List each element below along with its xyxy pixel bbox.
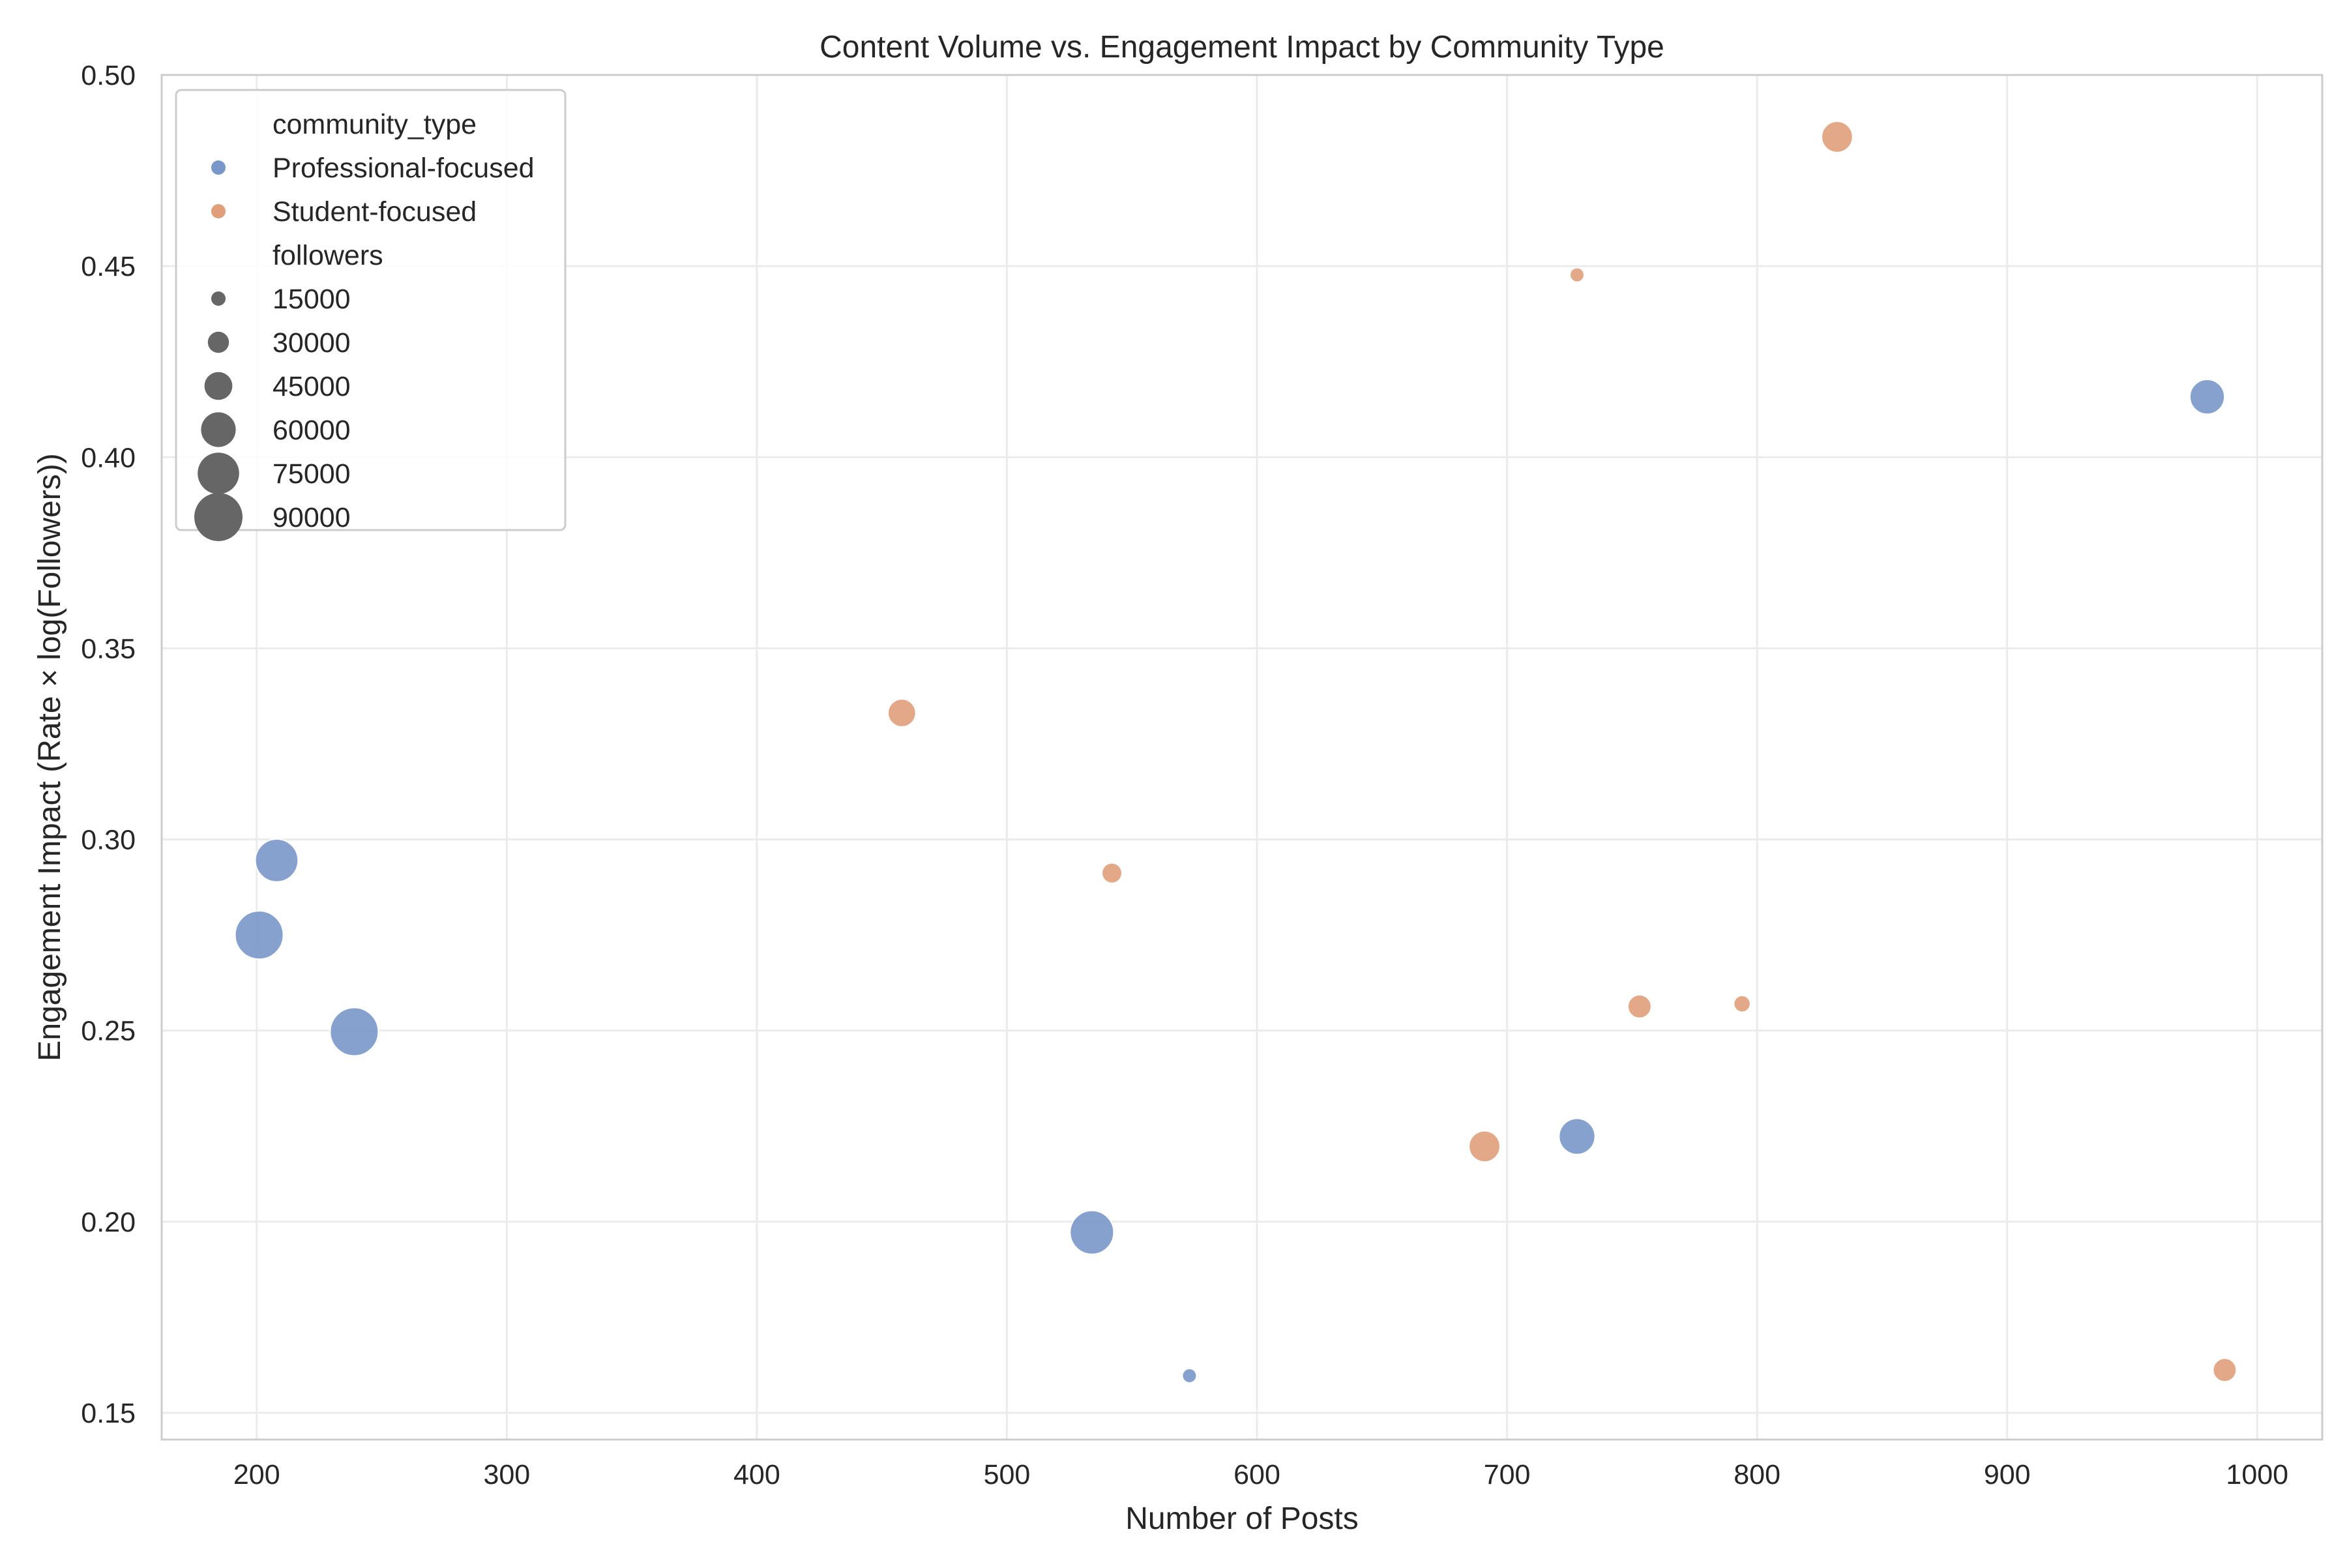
data-point [234, 910, 284, 960]
data-point [1468, 1130, 1501, 1163]
grid [162, 74, 2322, 1440]
data-point [1627, 994, 1652, 1019]
y-tick-label: 0.20 [81, 1207, 136, 1238]
legend-size-marker [211, 291, 226, 306]
legend-entry-label: Student-focused [273, 196, 477, 228]
x-tick-label: 800 [1734, 1459, 1780, 1490]
legend-size-label: 75000 [273, 458, 351, 490]
data-point [1733, 994, 1751, 1013]
y-tick-label: 0.25 [81, 1016, 136, 1047]
legend-size-label: 60000 [273, 415, 351, 446]
legend-size-marker [204, 372, 233, 400]
x-tick-label: 900 [1984, 1459, 2031, 1490]
legend-marker [211, 160, 226, 175]
y-tick-label: 0.45 [81, 251, 136, 282]
x-tick-label: 200 [233, 1459, 280, 1490]
data-point [1558, 1117, 1596, 1155]
y-tick-label: 0.35 [81, 633, 136, 664]
data-point [1101, 862, 1123, 884]
plot-frame [160, 74, 2324, 1441]
x-tick-label: 500 [984, 1459, 1031, 1490]
data-point [329, 1007, 379, 1057]
y-tick-label: 0.50 [81, 60, 136, 91]
data-point [254, 838, 299, 883]
legend-box [175, 89, 567, 531]
data-point [1569, 267, 1585, 283]
x-tick-label: 1000 [2226, 1459, 2288, 1490]
data-point [2212, 1357, 2237, 1383]
data-point [1821, 121, 1853, 153]
y-tick-label: 0.30 [81, 825, 136, 856]
data-points [234, 121, 2237, 1384]
legend-size-marker [207, 331, 229, 353]
legend-entry-label: Professional-focused [273, 153, 535, 184]
y-tick-label: 0.15 [81, 1398, 136, 1429]
x-tick-label: 600 [1233, 1459, 1280, 1490]
legend-size-title: followers [273, 240, 383, 271]
legend-size-label: 90000 [273, 502, 351, 533]
legend-hue-title: community_type [273, 109, 477, 140]
data-point [2189, 379, 2226, 415]
y-axis-label: Engagement Impact (Rate × log(Followers)… [33, 453, 67, 1061]
legend-size-label: 15000 [273, 284, 351, 315]
data-point [1069, 1209, 1115, 1255]
x-tick-label: 400 [733, 1459, 780, 1490]
x-axis-label: Number of Posts [1125, 1501, 1358, 1536]
legend-size-label: 30000 [273, 327, 351, 359]
legend-marker [211, 204, 226, 218]
chart-title: Content Volume vs. Engagement Impact by … [819, 30, 1664, 65]
y-tick-label: 0.40 [81, 442, 136, 473]
x-tick-label: 700 [1484, 1459, 1531, 1490]
legend-size-marker [198, 452, 239, 494]
data-point [887, 698, 917, 728]
data-point [1181, 1368, 1198, 1384]
x-tick-label: 300 [483, 1459, 530, 1490]
legend-size-marker [201, 412, 236, 447]
tick-labels: 200 300 400 500 600 700 800 900 1000 0.15 0.20 0.25… [81, 60, 2288, 1490]
legend: community_type Professional-focused Studen… [175, 89, 567, 541]
legend-size-label: 45000 [273, 371, 351, 402]
legend-size-marker [194, 493, 243, 541]
